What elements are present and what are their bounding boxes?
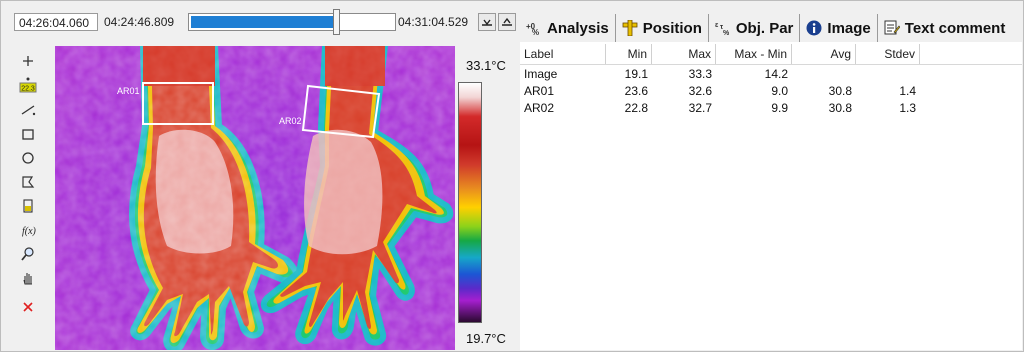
column-header-label[interactable]: Label bbox=[520, 44, 606, 64]
scale-max-label: 33.1°C bbox=[466, 58, 506, 73]
position-icon bbox=[622, 19, 638, 37]
temperature-color-bar bbox=[458, 82, 482, 323]
line-icon[interactable] bbox=[16, 99, 40, 120]
svg-text:%: % bbox=[723, 30, 730, 36]
delete-icon[interactable] bbox=[16, 296, 40, 317]
analysis-icon: +0% bbox=[526, 20, 542, 37]
column-header-min[interactable]: Min bbox=[606, 44, 652, 64]
roi-ar01-label: AR01 bbox=[117, 86, 140, 96]
profile-icon[interactable] bbox=[16, 195, 40, 216]
svg-text:%: % bbox=[532, 28, 539, 36]
polygon-icon[interactable] bbox=[16, 171, 40, 192]
table-row[interactable]: AR02 22.8 32.7 9.9 30.8 1.3 bbox=[524, 101, 916, 115]
rectangle-icon[interactable] bbox=[16, 123, 40, 144]
hand-icon[interactable] bbox=[16, 267, 40, 288]
timeline-bar: 04:26:04.060 04:24:46.809 04:31:04.529 bbox=[14, 9, 520, 36]
column-header-avg[interactable]: Avg bbox=[792, 44, 856, 64]
tab-position[interactable]: Position bbox=[616, 14, 709, 42]
svg-text:τ: τ bbox=[720, 24, 724, 31]
objpar-icon: ε τ% bbox=[715, 20, 731, 37]
step-down-button[interactable] bbox=[478, 13, 496, 31]
spot-temp-icon[interactable]: 22.3 bbox=[16, 74, 40, 95]
function-icon[interactable]: f(x) bbox=[16, 219, 40, 240]
analysis-panel: +0% Analysis Position ε τ% Obj. Par Image bbox=[520, 14, 1022, 350]
start-time-field[interactable]: 04:26:04.060 bbox=[14, 13, 98, 31]
info-icon bbox=[806, 20, 822, 36]
tab-obj-par[interactable]: ε τ% Obj. Par bbox=[709, 14, 801, 42]
svg-text:22.3: 22.3 bbox=[21, 85, 35, 92]
column-header-max-min[interactable]: Max - Min bbox=[716, 44, 792, 64]
timeline-slider[interactable] bbox=[188, 9, 396, 35]
end-time-label: 04:31:04.529 bbox=[398, 15, 469, 29]
roi-ar02[interactable] bbox=[301, 84, 381, 139]
svg-text:+0: +0 bbox=[526, 22, 536, 31]
zoom-icon[interactable] bbox=[16, 243, 40, 264]
scale-min-label: 19.7°C bbox=[466, 331, 506, 346]
ellipse-icon[interactable] bbox=[16, 147, 40, 168]
table-row[interactable]: Image 19.1 33.3 14.2 bbox=[524, 67, 788, 81]
tab-image[interactable]: Image bbox=[800, 14, 878, 42]
column-header-stdev[interactable]: Stdev bbox=[856, 44, 920, 64]
plus-icon[interactable] bbox=[16, 50, 40, 71]
step-up-button[interactable] bbox=[498, 13, 516, 31]
tab-text-comment[interactable]: Text comment bbox=[878, 14, 1012, 42]
table-row[interactable]: AR01 23.6 32.6 9.0 30.8 1.4 bbox=[524, 84, 916, 98]
svg-text:f(x): f(x) bbox=[22, 226, 36, 237]
timeline-thumb[interactable] bbox=[333, 9, 340, 35]
panel-tabs: +0% Analysis Position ε τ% Obj. Par Image bbox=[520, 14, 1022, 42]
thermal-image[interactable]: AR01 AR02 bbox=[55, 46, 455, 350]
roi-ar01[interactable] bbox=[142, 82, 214, 125]
roi-ar02-label: AR02 bbox=[279, 116, 302, 126]
column-header-max[interactable]: Max bbox=[652, 44, 716, 64]
timeline-progress-fill bbox=[191, 16, 336, 28]
table-header: Label Min Max Max - Min Avg Stdev bbox=[520, 44, 1022, 65]
tab-analysis[interactable]: +0% Analysis bbox=[520, 14, 616, 42]
svg-text:ε: ε bbox=[715, 22, 719, 29]
current-time-label: 04:24:46.809 bbox=[104, 15, 175, 29]
comment-icon bbox=[884, 20, 901, 36]
analysis-toolbar: 22.3 f(x) bbox=[16, 46, 42, 346]
